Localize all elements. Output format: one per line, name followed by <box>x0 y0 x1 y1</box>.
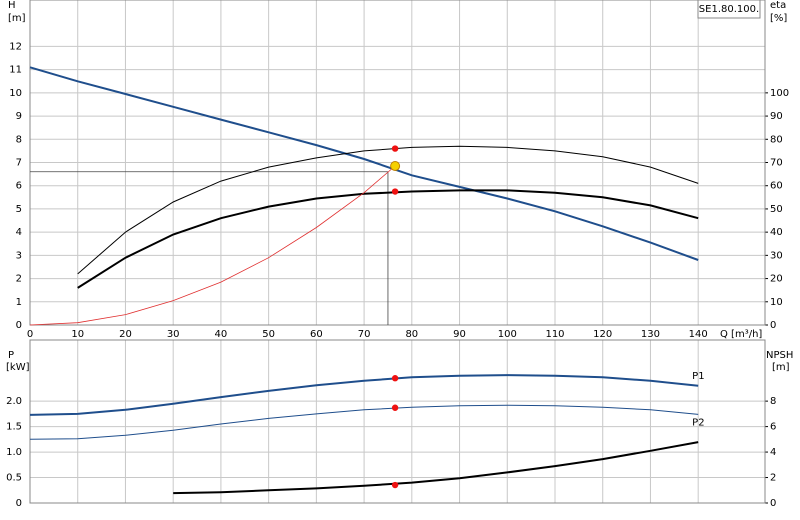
x-tick-label: 90 <box>453 329 466 340</box>
operating-point <box>391 375 399 382</box>
x-tick-label: 110 <box>545 329 564 340</box>
y-tick-label: 0 <box>16 498 22 509</box>
y-tick-label: 0.5 <box>6 473 22 484</box>
y-tick-label: 10 <box>9 88 22 99</box>
y-tick-label: 5 <box>16 204 22 215</box>
x-axis-label: Q [m³/h] <box>720 329 762 340</box>
y2-tick-label: 90 <box>770 111 783 122</box>
y2-tick-label: 4 <box>770 447 776 458</box>
y-tick-label: 2.0 <box>6 396 22 407</box>
x-tick-label: 20 <box>119 329 132 340</box>
y2-tick-label: 30 <box>770 250 783 261</box>
y-tick-label: 1 <box>16 297 22 308</box>
y2-tick-label: 100 <box>770 88 789 99</box>
y2-tick-label: 8 <box>770 396 776 407</box>
y2-tick-label: 20 <box>770 274 783 285</box>
y2-tick-label: 70 <box>770 158 783 169</box>
operating-point <box>390 160 401 171</box>
y-tick-label: 8 <box>16 134 22 145</box>
curve-label: P2 <box>692 417 704 428</box>
y-tick-label: 3 <box>16 250 22 261</box>
y-axis-label: H <box>8 0 16 11</box>
y-tick-label: 2 <box>16 274 22 285</box>
y-axis-unit: [kW] <box>6 362 30 373</box>
x-tick-label: 70 <box>358 329 371 340</box>
y2-tick-label: 10 <box>770 297 783 308</box>
x-tick-label: 120 <box>593 329 612 340</box>
plot-frame <box>29 339 766 504</box>
y2-axis-label: NPSH <box>766 350 793 361</box>
curve <box>77 145 699 275</box>
y2-tick-label: 80 <box>770 134 783 145</box>
y-tick-label: 6 <box>16 181 22 192</box>
curve <box>29 66 699 261</box>
y2-axis-unit: [%] <box>770 13 787 24</box>
x-tick-label: 130 <box>641 329 660 340</box>
x-tick-label: 0 <box>27 329 33 340</box>
y2-axis-label: eta <box>770 0 786 11</box>
curve <box>29 404 699 440</box>
y-tick-label: 0 <box>16 320 22 331</box>
x-tick-label: 40 <box>215 329 228 340</box>
y-tick-label: 12 <box>9 41 22 52</box>
y2-tick-label: 50 <box>770 204 783 215</box>
curve <box>77 189 699 289</box>
y-tick-label: 11 <box>9 65 22 76</box>
y2-tick-label: 6 <box>770 422 776 433</box>
x-tick-label: 140 <box>689 329 708 340</box>
y-tick-label: 1.5 <box>6 422 22 433</box>
y-axis-label: P <box>8 350 14 361</box>
y-tick-label: 7 <box>16 158 22 169</box>
y2-tick-label: 2 <box>770 473 776 484</box>
x-tick-label: 10 <box>71 329 84 340</box>
operating-point <box>391 188 399 195</box>
x-tick-label: 80 <box>405 329 418 340</box>
x-tick-label: 50 <box>262 329 275 340</box>
plot-frame <box>29 0 766 326</box>
y2-axis-unit: [m] <box>772 362 790 373</box>
model-box <box>697 0 761 19</box>
y-axis-unit: [m] <box>8 13 26 24</box>
x-tick-label: 30 <box>167 329 180 340</box>
y2-tick-label: 60 <box>770 181 783 192</box>
operating-point <box>391 145 399 152</box>
curve <box>173 441 699 495</box>
curve <box>29 374 699 416</box>
y-tick-label: 4 <box>16 227 22 238</box>
operating-point <box>391 481 399 489</box>
y-tick-label: 9 <box>16 111 22 122</box>
curve-label: P1 <box>692 371 704 382</box>
y2-tick-label: 40 <box>770 227 783 238</box>
model-label: SE1.80.100. <box>699 4 759 15</box>
y2-tick-label: 0 <box>770 498 776 509</box>
x-tick-label: 100 <box>498 329 517 340</box>
curve <box>29 165 396 326</box>
y2-tick-label: 0 <box>770 320 776 331</box>
x-tick-label: 60 <box>310 329 323 340</box>
y-tick-label: 1.0 <box>6 447 22 458</box>
operating-point <box>391 404 399 411</box>
